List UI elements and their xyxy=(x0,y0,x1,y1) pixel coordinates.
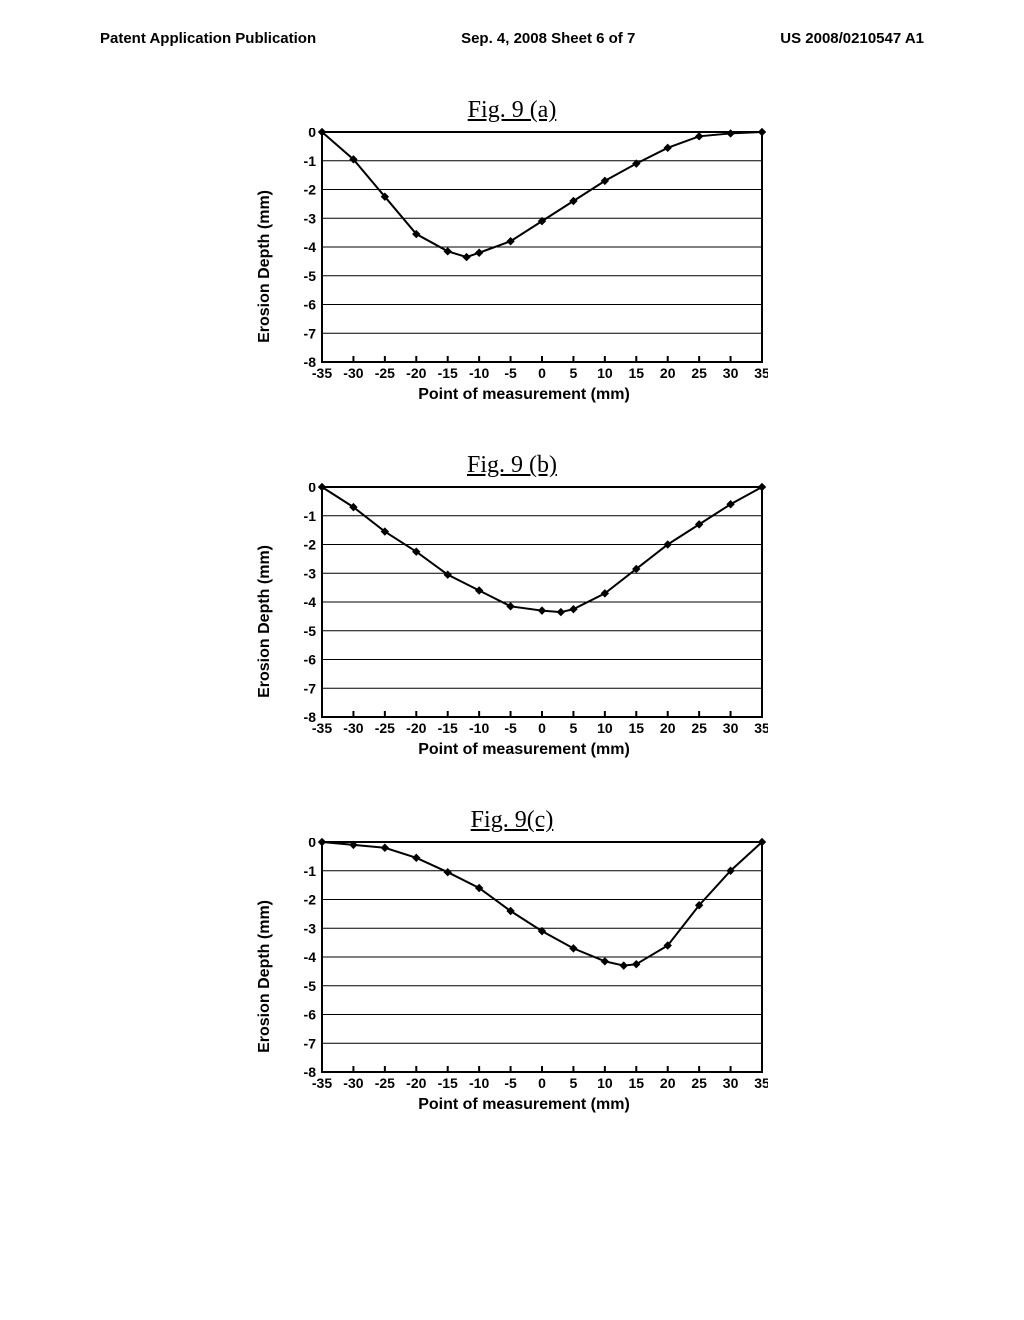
svg-text:20: 20 xyxy=(660,365,676,381)
page: Patent Application Publication Sep. 4, 2… xyxy=(0,0,1024,1320)
svg-text:-5: -5 xyxy=(504,1075,517,1091)
svg-text:-10: -10 xyxy=(469,1075,489,1091)
chart-block: Fig. 9(c) Erosion Depth (mm) 0 -1 -2 -3 -4 -5 -6… xyxy=(256,807,768,1114)
svg-text:-2: -2 xyxy=(304,537,317,553)
chart-row: Erosion Depth (mm)0-1-2-3-4-5-6-7-8-35-3… xyxy=(256,483,768,759)
svg-text:30: 30 xyxy=(723,365,739,381)
chart-title: Fig. 9 (b) xyxy=(256,452,768,479)
svg-text:-1: -1 xyxy=(304,153,317,169)
chart-row: Erosion Depth (mm)0-1-2-3-4-5-6-7-8-35-3… xyxy=(256,838,768,1114)
x-axis-label: Point of measurement (mm) xyxy=(418,741,630,759)
svg-text:-7: -7 xyxy=(304,680,317,696)
svg-text:5: 5 xyxy=(570,1075,578,1091)
header-center: Sep. 4, 2008 Sheet 6 of 7 xyxy=(461,30,635,47)
svg-text:10: 10 xyxy=(597,1075,613,1091)
svg-text:-20: -20 xyxy=(406,1075,426,1091)
svg-text:35: 35 xyxy=(754,1075,768,1091)
svg-text:-25: -25 xyxy=(375,1075,395,1091)
svg-text:-30: -30 xyxy=(343,720,363,736)
svg-text:0: 0 xyxy=(308,483,316,495)
svg-text:-5: -5 xyxy=(304,623,317,639)
svg-text:-4: -4 xyxy=(304,949,317,965)
svg-text:-35: -35 xyxy=(312,1075,332,1091)
plot-wrap: 0-1-2-3-4-5-6-7-8-35-30-25-20-15-10-5051… xyxy=(280,838,768,1114)
svg-text:-2: -2 xyxy=(304,182,317,198)
chart-title: Fig. 9 (a) xyxy=(256,97,768,124)
chart-row: Erosion Depth (mm)0-1-2-3-4-5-6-7-8-35-3… xyxy=(256,128,768,404)
svg-text:0: 0 xyxy=(308,838,316,850)
svg-text:30: 30 xyxy=(723,720,739,736)
svg-text:-1: -1 xyxy=(304,508,317,524)
header-right: US 2008/0210547 A1 xyxy=(780,30,924,47)
svg-text:-20: -20 xyxy=(406,720,426,736)
chart-svg: 0-1-2-3-4-5-6-7-8-35-30-25-20-15-10-5051… xyxy=(280,483,768,739)
svg-text:5: 5 xyxy=(570,720,578,736)
plot-wrap: 0-1-2-3-4-5-6-7-8-35-30-25-20-15-10-5051… xyxy=(280,483,768,759)
svg-text:0: 0 xyxy=(538,720,546,736)
chart-block: Fig. 9 (a)Erosion Depth (mm)0-1-2-3-4-5-… xyxy=(256,97,768,404)
svg-text:20: 20 xyxy=(660,720,676,736)
svg-text:-10: -10 xyxy=(469,720,489,736)
svg-text:-7: -7 xyxy=(304,1035,317,1051)
svg-text:15: 15 xyxy=(628,1075,644,1091)
svg-text:35: 35 xyxy=(754,365,768,381)
svg-text:-4: -4 xyxy=(304,239,317,255)
svg-text:-15: -15 xyxy=(438,720,458,736)
svg-text:-20: -20 xyxy=(406,365,426,381)
svg-text:-5: -5 xyxy=(504,720,517,736)
svg-text:-7: -7 xyxy=(304,325,317,341)
svg-text:-15: -15 xyxy=(438,365,458,381)
svg-text:-25: -25 xyxy=(375,365,395,381)
svg-text:-30: -30 xyxy=(343,1075,363,1091)
svg-text:-15: -15 xyxy=(438,1075,458,1091)
header-left: Patent Application Publication xyxy=(100,30,316,47)
svg-text:-3: -3 xyxy=(304,565,317,581)
svg-text:-35: -35 xyxy=(312,365,332,381)
svg-text:30: 30 xyxy=(723,1075,739,1091)
svg-text:-3: -3 xyxy=(304,920,317,936)
svg-text:-35: -35 xyxy=(312,720,332,736)
y-axis-label: Erosion Depth (mm) xyxy=(256,900,274,1053)
plot-wrap: 0-1-2-3-4-5-6-7-8-35-30-25-20-15-10-5051… xyxy=(280,128,768,404)
svg-text:0: 0 xyxy=(538,365,546,381)
svg-text:15: 15 xyxy=(628,720,644,736)
chart-block: Fig. 9 (b)Erosion Depth (mm)0-1-2-3-4-5-… xyxy=(256,452,768,759)
svg-text:-10: -10 xyxy=(469,365,489,381)
svg-text:-6: -6 xyxy=(304,1007,317,1023)
svg-text:-30: -30 xyxy=(343,365,363,381)
svg-text:5: 5 xyxy=(570,365,578,381)
svg-text:-6: -6 xyxy=(304,652,317,668)
x-axis-label: Point of measurement (mm) xyxy=(418,1096,630,1114)
svg-text:10: 10 xyxy=(597,720,613,736)
chart-svg: 0-1-2-3-4-5-6-7-8-35-30-25-20-15-10-5051… xyxy=(280,128,768,384)
svg-text:-25: -25 xyxy=(375,720,395,736)
svg-text:-6: -6 xyxy=(304,297,317,313)
svg-text:-3: -3 xyxy=(304,210,317,226)
y-axis-label: Erosion Depth (mm) xyxy=(256,190,274,343)
chart-svg: 0-1-2-3-4-5-6-7-8-35-30-25-20-15-10-5051… xyxy=(280,838,768,1094)
chart-title: Fig. 9(c) xyxy=(256,807,768,834)
svg-text:25: 25 xyxy=(691,1075,707,1091)
svg-text:20: 20 xyxy=(660,1075,676,1091)
svg-text:-1: -1 xyxy=(304,863,317,879)
svg-text:15: 15 xyxy=(628,365,644,381)
charts-column: Fig. 9 (a)Erosion Depth (mm)0-1-2-3-4-5-… xyxy=(100,97,924,1114)
svg-text:25: 25 xyxy=(691,365,707,381)
svg-text:-5: -5 xyxy=(504,365,517,381)
y-axis-label: Erosion Depth (mm) xyxy=(256,545,274,698)
svg-text:35: 35 xyxy=(754,720,768,736)
x-axis-label: Point of measurement (mm) xyxy=(418,386,630,404)
svg-text:-4: -4 xyxy=(304,594,317,610)
svg-text:10: 10 xyxy=(597,365,613,381)
page-header: Patent Application Publication Sep. 4, 2… xyxy=(100,30,924,47)
svg-text:-5: -5 xyxy=(304,268,317,284)
svg-text:25: 25 xyxy=(691,720,707,736)
svg-text:-2: -2 xyxy=(304,892,317,908)
svg-text:0: 0 xyxy=(538,1075,546,1091)
svg-text:0: 0 xyxy=(308,128,316,140)
svg-text:-5: -5 xyxy=(304,978,317,994)
